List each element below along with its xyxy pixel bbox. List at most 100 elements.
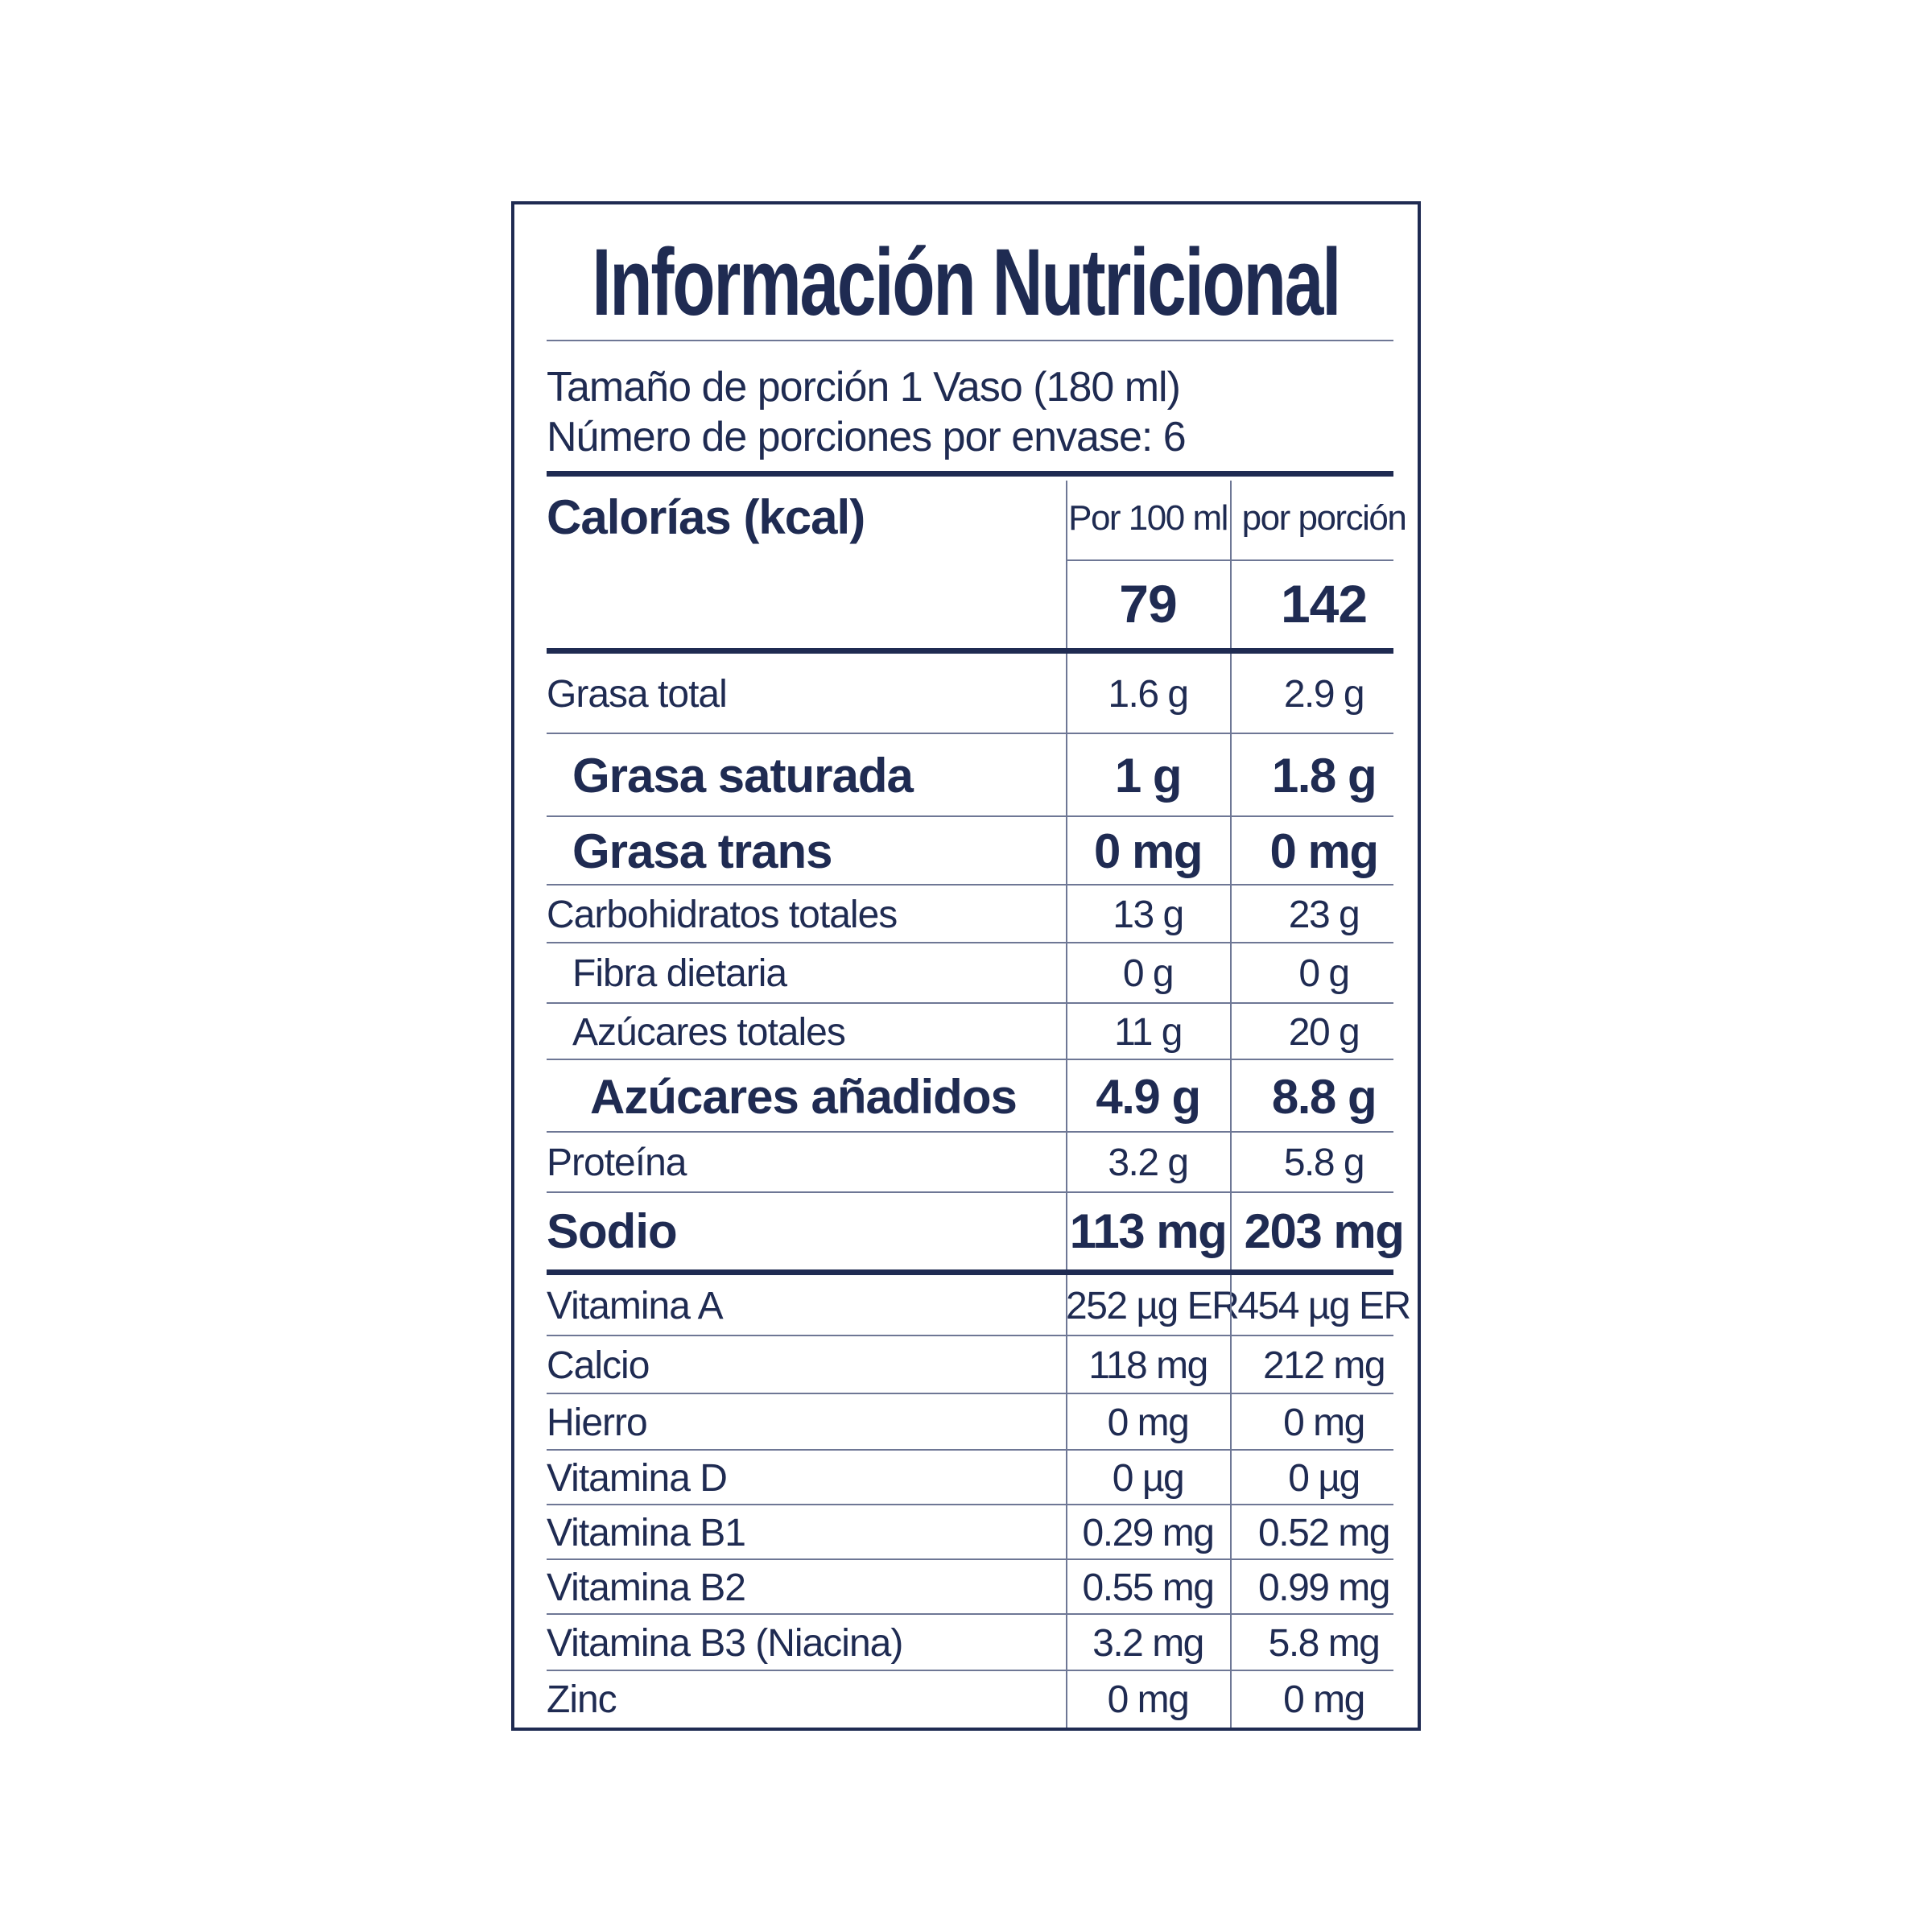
value-per-portion: 454 µg ER — [1237, 1284, 1411, 1327]
value-per-portion: 5.8 g — [1283, 1141, 1365, 1184]
row-separator — [547, 1613, 1393, 1615]
column-header-per-portion: por porción — [1241, 497, 1407, 538]
row-separator — [547, 815, 1393, 817]
value-per-100ml: 113 mg — [1069, 1204, 1228, 1258]
panel-header: Información Nutricional — [514, 204, 1418, 340]
row-separator — [547, 1191, 1393, 1193]
row-separator — [547, 1504, 1393, 1505]
table-row: Fibra dietaria 0 g 0 g — [514, 943, 1418, 1004]
table-row: Azúcares añadidos 4.9 g 8.8 g — [514, 1060, 1418, 1133]
value-per-portion: 203 mg — [1244, 1204, 1405, 1258]
value-per-portion: 8.8 g — [1271, 1069, 1377, 1124]
value-per-100ml: 0.29 mg — [1082, 1511, 1215, 1554]
column-header-per-100ml: Por 100 ml — [1068, 497, 1228, 538]
value-per-100ml: 3.2 g — [1108, 1141, 1189, 1184]
table-row: Vitamina B1 0.29 mg 0.52 mg — [514, 1505, 1418, 1560]
nutrient-label: Vitamina B1 — [547, 1511, 746, 1554]
table-row: Zinc 0 mg 0 mg — [514, 1671, 1418, 1728]
row-separator — [547, 1558, 1393, 1560]
value-per-100ml: 0 µg — [1112, 1456, 1185, 1500]
serving-info: Tamaño de porción 1 Vaso (180 ml) Número… — [514, 341, 1418, 471]
value-per-portion: 23 g — [1288, 893, 1360, 936]
value-per-portion: 20 g — [1288, 1010, 1360, 1054]
nutrient-label: Fibra dietaria — [572, 952, 787, 995]
nutrient-label: Zinc — [547, 1678, 617, 1721]
value-per-100ml: 13 g — [1113, 893, 1184, 936]
nutrient-label: Carbohidratos totales — [547, 893, 898, 936]
nutrient-label: Grasa total — [547, 672, 728, 716]
calories-section: Calorías (kcal) Por 100 ml por porción 7… — [514, 477, 1418, 648]
nutrient-label: Sodio — [547, 1204, 678, 1258]
column-separator-2 — [1230, 481, 1232, 1728]
title-underline — [547, 340, 1393, 341]
row-separator — [547, 1670, 1393, 1671]
row-separator — [547, 1002, 1393, 1004]
row-separator — [547, 1393, 1393, 1394]
table-row: Grasa trans 0 mg 0 mg — [514, 817, 1418, 886]
table-row: Carbohidratos totales 13 g 23 g — [514, 886, 1418, 943]
value-per-portion: 0.52 mg — [1258, 1511, 1390, 1554]
table-row: Sodio 113 mg 203 mg — [514, 1193, 1418, 1269]
nutrient-label: Grasa saturada — [572, 749, 914, 803]
panel-title: Información Nutricional — [592, 229, 1342, 336]
calories-header-underline — [1066, 559, 1393, 561]
value-per-portion: 0 g — [1298, 952, 1350, 995]
table-row: Vitamina A 252 µg ER 454 µg ER — [514, 1275, 1418, 1336]
nutrient-label: Hierro — [547, 1401, 648, 1444]
calories-value-per-100ml: 79 — [1119, 574, 1177, 634]
value-per-100ml: 118 mg — [1088, 1344, 1208, 1387]
value-per-100ml: 11 g — [1114, 1010, 1183, 1054]
nutrition-facts-content: Información Nutricional Tamaño de porció… — [514, 204, 1418, 1728]
nutrient-label: Azúcares totales — [572, 1010, 846, 1054]
table-row: Vitamina B2 0.55 mg 0.99 mg — [514, 1560, 1418, 1615]
row-separator — [547, 1131, 1393, 1133]
value-per-portion: 0 mg — [1283, 1678, 1365, 1721]
value-per-100ml: 0 mg — [1093, 824, 1203, 878]
nutrient-label: Vitamina A — [547, 1284, 724, 1327]
value-per-portion: 5.8 mg — [1268, 1621, 1381, 1665]
calories-label: Calorías (kcal) — [547, 490, 865, 544]
servings-per-container-text: Número de porciones por envase: 6 — [547, 414, 1187, 460]
table-row: Vitamina D 0 µg 0 µg — [514, 1451, 1418, 1505]
value-per-100ml: 1 g — [1114, 749, 1183, 803]
value-per-portion: 212 mg — [1262, 1344, 1386, 1387]
nutrient-label: Grasa trans — [572, 824, 833, 878]
nutrient-label: Vitamina B3 (Niacina) — [547, 1621, 903, 1665]
row-separator — [547, 1335, 1393, 1336]
nutrient-label: Azúcares añadidos — [590, 1069, 1018, 1124]
section-divider-sodium — [547, 1269, 1393, 1275]
section-divider-calories — [547, 648, 1393, 654]
calories-value-per-portion: 142 — [1280, 574, 1368, 634]
table-row: Hierro 0 mg 0 mg — [514, 1394, 1418, 1451]
row-separator — [547, 1059, 1393, 1060]
column-separator-1 — [1066, 481, 1067, 1728]
value-per-portion: 0 mg — [1283, 1401, 1365, 1444]
serving-size-text: Tamaño de porción 1 Vaso (180 ml) — [547, 364, 1181, 411]
table-row: Grasa saturada 1 g 1.8 g — [514, 734, 1418, 817]
value-per-100ml: 252 µg ER — [1066, 1284, 1240, 1327]
table-row: Azúcares totales 11 g 20 g — [514, 1004, 1418, 1060]
value-per-portion: 0 µg — [1288, 1456, 1360, 1500]
nutrient-table: Grasa total 1.6 g 2.9 g Grasa saturada 1 g 1.… — [514, 654, 1418, 1728]
row-separator — [547, 942, 1393, 943]
nutrient-label: Vitamina B2 — [547, 1566, 746, 1609]
value-per-portion: 0 mg — [1269, 824, 1379, 878]
table-row: Vitamina B3 (Niacina) 3.2 mg 5.8 mg — [514, 1615, 1418, 1671]
row-separator — [547, 1449, 1393, 1451]
value-per-100ml: 0 mg — [1107, 1401, 1190, 1444]
value-per-100ml: 3.2 mg — [1092, 1621, 1204, 1665]
value-per-portion: 2.9 g — [1283, 672, 1365, 716]
nutrition-facts-panel: Información Nutricional Tamaño de porció… — [511, 201, 1421, 1731]
value-per-100ml: 0.55 mg — [1082, 1566, 1215, 1609]
value-per-100ml: 0 g — [1122, 952, 1174, 995]
value-per-100ml: 0 mg — [1107, 1678, 1190, 1721]
row-separator — [547, 884, 1393, 886]
section-divider-top — [547, 471, 1393, 477]
nutrient-label: Calcio — [547, 1344, 650, 1387]
table-row: Proteína 3.2 g 5.8 g — [514, 1133, 1418, 1193]
value-per-portion: 0.99 mg — [1258, 1566, 1390, 1609]
value-per-portion: 1.8 g — [1271, 749, 1377, 803]
value-per-100ml: 1.6 g — [1108, 672, 1189, 716]
value-per-100ml: 4.9 g — [1096, 1069, 1201, 1124]
